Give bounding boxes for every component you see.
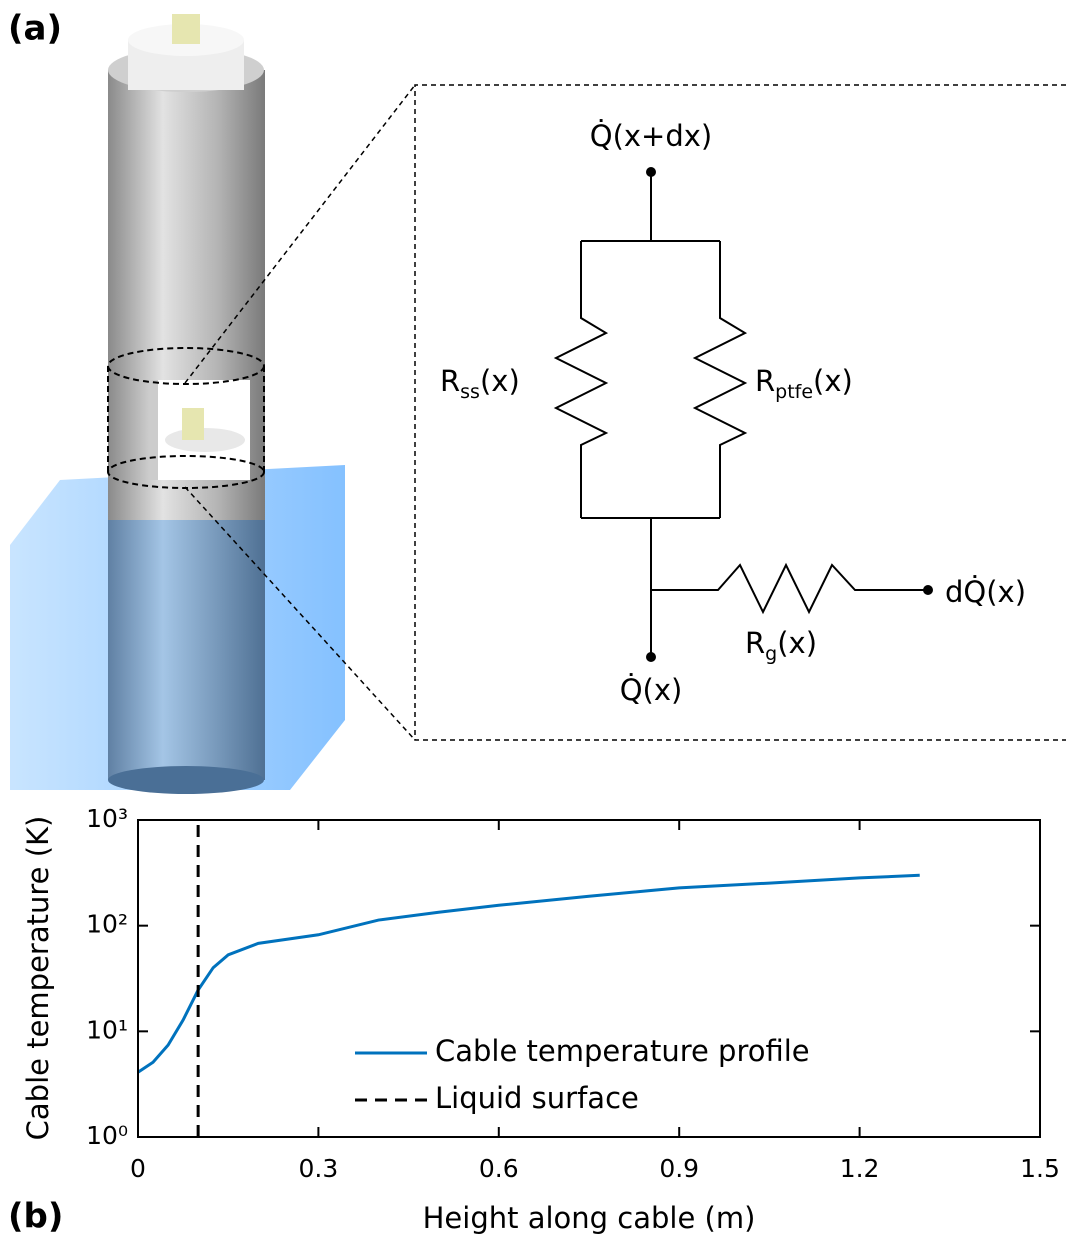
legend-label: Liquid surface <box>435 1081 639 1115</box>
plot-frame <box>137 819 1041 1138</box>
flux-label: Q̇(x+dx) <box>590 119 713 153</box>
x-axis-label: Height along cable (m) <box>423 1201 756 1235</box>
flux-label: dQ̇(x) <box>945 575 1026 609</box>
y-tick-label: 10² <box>86 910 128 939</box>
resistor-label: Rss(x) <box>440 364 520 403</box>
legend-label: Cable temperature profile <box>435 1034 810 1068</box>
y-axis-label: Cable temperature (K) <box>21 816 55 1141</box>
y-tick-label: 10⁰ <box>86 1121 128 1150</box>
circuit <box>414 84 1066 741</box>
x-tick-label: 0.6 <box>479 1154 519 1183</box>
x-tick-label: 0 <box>130 1154 146 1183</box>
x-tick-label: 1.2 <box>840 1154 880 1183</box>
x-tick-label: 1.5 <box>1020 1154 1060 1183</box>
resistor-label: Rptfe(x) <box>755 364 853 403</box>
cable-illustration <box>10 14 416 794</box>
x-tick-label: 0.3 <box>299 1154 339 1183</box>
y-tick-label: 10¹ <box>86 1015 128 1044</box>
resistor-label: Rg(x) <box>745 626 817 665</box>
x-tick-label: 0.9 <box>659 1154 699 1183</box>
data-line <box>137 873 920 1074</box>
panel-label: (a) <box>8 9 62 49</box>
flux-label: Q̇(x) <box>620 673 683 707</box>
panel-label: (b) <box>8 1197 63 1237</box>
y-tick-label: 10³ <box>86 804 128 833</box>
